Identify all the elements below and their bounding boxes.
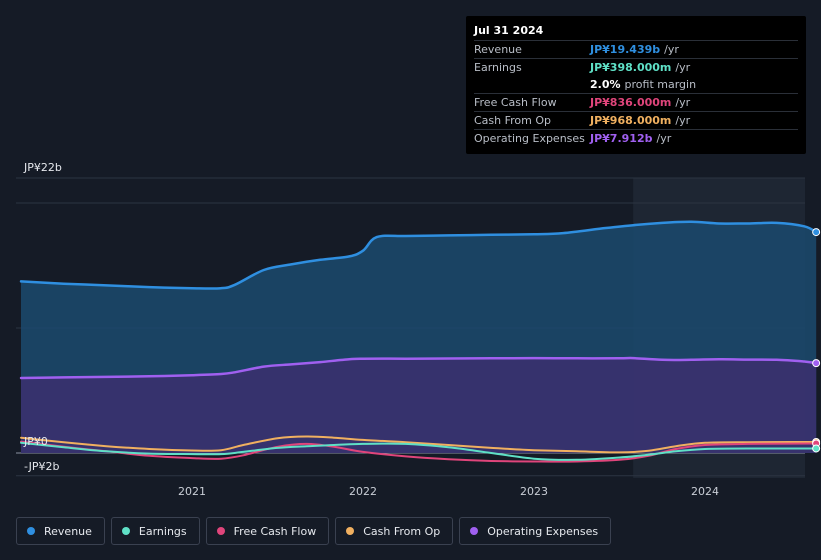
- legend-label: Operating Expenses: [487, 524, 599, 538]
- operating-expenses-line: [19, 356, 818, 380]
- series-lines: [19, 220, 818, 463]
- tooltip-unit: /yr: [664, 43, 679, 56]
- tooltip-value: JP¥7.912b: [590, 132, 653, 145]
- earnings-line: [20, 441, 818, 461]
- legend-item-earnings[interactable]: Earnings: [110, 517, 200, 545]
- tooltip-row-profit-margin: 2.0% profit margin: [474, 76, 798, 93]
- x-tick-label: 2022: [349, 485, 377, 498]
- tooltip-label: Free Cash Flow: [474, 96, 557, 109]
- revenue-line: [19, 220, 818, 290]
- legend-label: Free Cash Flow: [233, 524, 317, 538]
- legend-label: Revenue: [44, 524, 92, 538]
- y-tick-label: JP¥22b: [23, 161, 62, 174]
- legend-dot-icon: [346, 527, 355, 535]
- y-tick-label: JP¥0: [23, 435, 48, 448]
- operating-expenses-end-point: [812, 359, 821, 368]
- tooltip-date: Jul 31 2024: [474, 24, 544, 37]
- legend-label: Earnings: [138, 524, 187, 538]
- tooltip-unit: /yr: [656, 132, 672, 145]
- tooltip-label: Operating Expenses: [474, 132, 585, 145]
- operating-expenses-area: [21, 358, 817, 453]
- x-tick-label: 2023: [520, 485, 548, 498]
- tooltip-label: Cash From Op: [474, 114, 552, 127]
- legend-dot-icon: [121, 527, 130, 535]
- legend-dot-icon: [27, 527, 35, 535]
- x-axis-labels: 2021 2022 2023 2024: [178, 485, 719, 498]
- legend-dot-icon: [470, 527, 479, 535]
- y-tick-label: -JP¥2b: [24, 460, 59, 473]
- legend-item-operating-expenses[interactable]: Operating Expenses: [459, 517, 612, 545]
- legend-label: Cash From Op: [363, 524, 441, 538]
- cash-from-op-line: [20, 435, 818, 454]
- revenue-end-point: [812, 228, 821, 237]
- tooltip-label: [474, 76, 590, 93]
- tooltip-value: JP¥968.000m: [590, 114, 672, 127]
- legend: Revenue Earnings Free Cash Flow Cash Fro…: [16, 517, 612, 545]
- tooltip-row-revenue: Revenue JP¥19.439b /yr: [474, 40, 798, 58]
- series-areas: [21, 221, 817, 453]
- tooltip-value: JP¥19.439b: [590, 43, 661, 56]
- tooltip-value: JP¥836.000m: [590, 96, 672, 109]
- x-tick-label: 2021: [178, 485, 206, 498]
- tooltip-unit: /yr: [675, 114, 691, 127]
- tooltip-label: Earnings: [474, 61, 522, 74]
- tooltip-unit: /yr: [675, 96, 691, 109]
- tooltip-unit: /yr: [675, 61, 691, 74]
- tooltip-row-operating-expenses: Operating Expenses JP¥7.912b /yr: [474, 129, 798, 147]
- tooltip-value: 2.0%: [590, 78, 621, 91]
- tooltip: Jul 31 2024 Revenue JP¥19.439b /yr Earni…: [466, 16, 806, 154]
- series-end-markers: [812, 228, 821, 453]
- tooltip-row-cash-from-op: Cash From Op JP¥968.000m /yr: [474, 111, 798, 129]
- free-cash-flow-line: [20, 440, 818, 463]
- tooltip-row-earnings: Earnings JP¥398.000m /yr: [474, 58, 798, 76]
- legend-item-cash-from-op[interactable]: Cash From Op: [335, 517, 454, 545]
- tooltip-unit: profit margin: [624, 78, 697, 91]
- legend-dot-icon: [216, 527, 225, 535]
- legend-item-free-cash-flow[interactable]: Free Cash Flow: [205, 517, 330, 545]
- legend-item-revenue[interactable]: Revenue: [16, 517, 105, 545]
- tooltip-row-free-cash-flow: Free Cash Flow JP¥836.000m /yr: [474, 93, 798, 111]
- x-tick-label: 2024: [691, 485, 719, 498]
- earnings-end-point: [812, 444, 821, 453]
- tooltip-value: JP¥398.000m: [590, 61, 672, 74]
- tooltip-label: Revenue: [474, 43, 522, 56]
- y-axis-labels: JP¥22b JP¥0 -JP¥2b: [23, 161, 62, 473]
